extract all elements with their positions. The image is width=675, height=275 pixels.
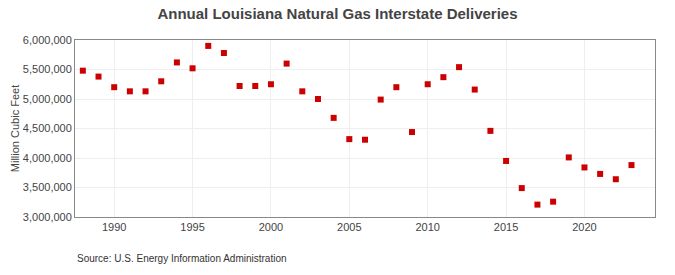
svg-text:Source: U.S. Energy Informatio: Source: U.S. Energy Information Administ… (77, 253, 287, 264)
svg-text:Annual Louisiana Natural Gas I: Annual Louisiana Natural Gas Interstate … (157, 5, 517, 22)
svg-text:2020: 2020 (572, 221, 596, 233)
svg-text:5,000,000: 5,000,000 (23, 93, 72, 105)
svg-text:3,500,000: 3,500,000 (23, 181, 72, 193)
svg-text:5,500,000: 5,500,000 (23, 63, 72, 75)
svg-text:1990: 1990 (102, 221, 126, 233)
svg-text:2010: 2010 (415, 221, 439, 233)
svg-text:6,000,000: 6,000,000 (23, 34, 72, 46)
svg-text:2000: 2000 (259, 221, 283, 233)
svg-text:4,500,000: 4,500,000 (23, 122, 72, 134)
svg-text:1995: 1995 (180, 221, 204, 233)
svg-text:4,000,000: 4,000,000 (23, 152, 72, 164)
svg-text:2015: 2015 (494, 221, 518, 233)
svg-text:2005: 2005 (337, 221, 361, 233)
svg-text:3,000,000: 3,000,000 (23, 211, 72, 223)
svg-text:Million Cubic Feet: Million Cubic Feet (9, 85, 21, 172)
